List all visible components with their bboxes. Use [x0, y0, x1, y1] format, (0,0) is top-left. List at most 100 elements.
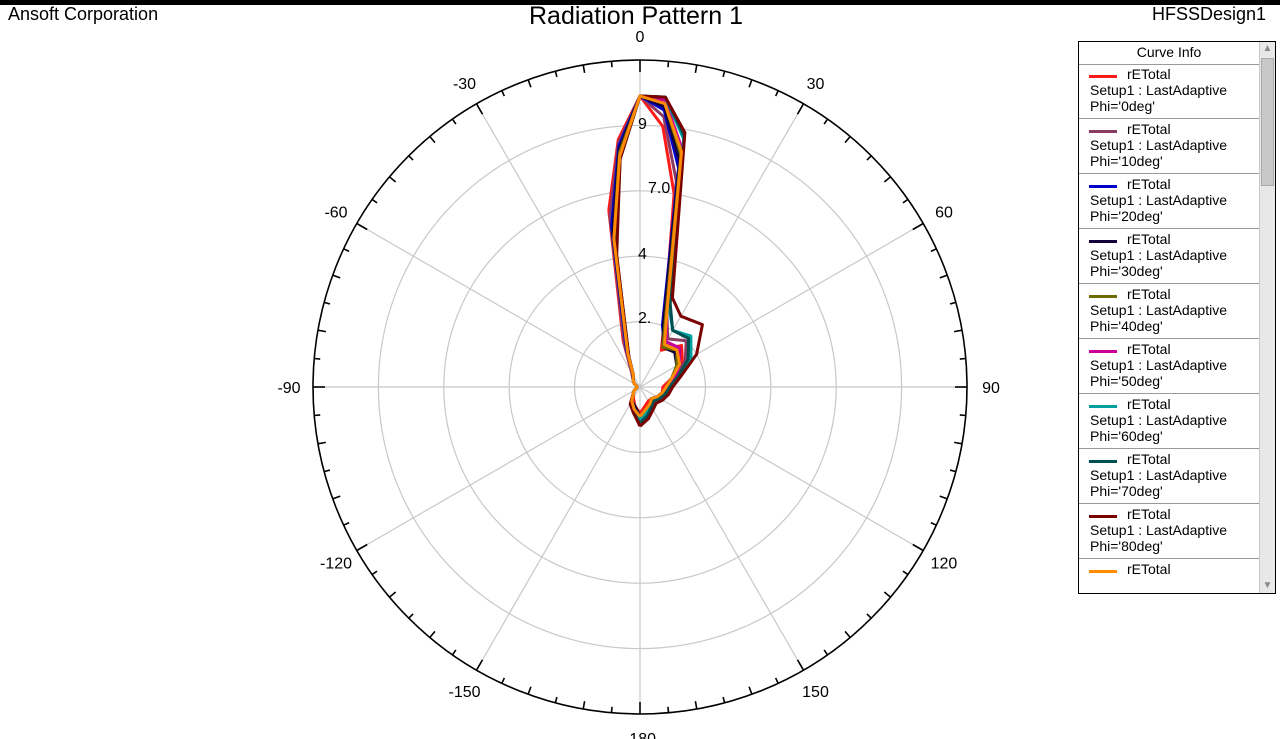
tick-mark — [527, 686, 532, 695]
legend-entry[interactable]: rETotal Setup1 : LastAdaptive Phi='60deg' — [1079, 394, 1259, 449]
legend-entry[interactable]: rETotal Setup1 : LastAdaptive Phi='0deg' — [1079, 64, 1259, 119]
tick-mark — [501, 677, 506, 684]
legend-swatch — [1089, 570, 1117, 573]
legend-phi: Phi='50deg' — [1090, 373, 1163, 389]
tick-mark — [317, 329, 326, 333]
legend-quantity: rETotal — [1127, 66, 1171, 82]
angle-tick-label: -30 — [453, 76, 476, 93]
legend-entry[interactable]: rETotal Setup1 : LastAdaptive Phi='40deg' — [1079, 284, 1259, 339]
series-line — [612, 94, 683, 418]
tick-mark — [939, 495, 948, 500]
tick-mark — [554, 70, 558, 78]
tick-mark — [694, 64, 698, 73]
tick-mark — [722, 696, 726, 704]
legend-phi: Phi='10deg' — [1090, 153, 1163, 169]
tick-mark — [451, 118, 457, 125]
legend-quantity: rETotal — [1127, 121, 1171, 137]
angle-labels: 0 30 60 90 120 150 -180 -150 -120 -90 -60 -30 — [277, 29, 1000, 739]
tick-mark — [912, 222, 924, 231]
tick-mark — [959, 414, 966, 417]
tick-mark — [722, 70, 726, 78]
legend-swatch — [1089, 405, 1117, 408]
grid-spoke — [475, 386, 641, 671]
legend-scrollbar[interactable]: ▲ ▼ — [1259, 42, 1275, 593]
angle-tick-label: 120 — [931, 556, 958, 573]
angle-tick-label: -90 — [277, 380, 300, 397]
legend-entry[interactable]: rETotal Setup1 : LastAdaptive Phi='80deg' — [1079, 504, 1259, 559]
polar-plot[interactable]: 0 30 60 90 120 150 -180 -150 -120 -90 -60 -30 2. 4 7.… — [0, 0, 1070, 739]
design-name-label: HFSSDesign1 — [1151, 4, 1266, 24]
tick-mark — [356, 543, 368, 552]
tick-mark — [323, 469, 331, 473]
series-lines — [607, 94, 704, 428]
tick-mark — [748, 686, 753, 695]
legend-setup: Setup1 : LastAdaptive — [1090, 412, 1227, 428]
legend-list: rETotal Setup1 : LastAdaptive Phi='0deg' rE… — [1079, 64, 1259, 593]
legend-swatch — [1089, 515, 1117, 518]
legend-phi: Phi='40deg' — [1090, 318, 1163, 334]
tick-mark — [554, 696, 558, 704]
grid-spoke — [639, 386, 924, 552]
grid-spoke — [639, 386, 805, 671]
legend-quantity: rETotal — [1127, 561, 1171, 577]
tick-mark — [343, 521, 350, 526]
legend-swatch — [1089, 130, 1117, 133]
tick-mark — [959, 357, 966, 360]
radial-ring-label: 7.0 — [648, 180, 670, 197]
legend-quantity: rETotal — [1127, 286, 1171, 302]
legend-entry[interactable]: rETotal Setup1 : LastAdaptive Phi='10deg' — [1079, 119, 1259, 174]
legend-phi: Phi='20deg' — [1090, 208, 1163, 224]
legend-swatch — [1089, 240, 1117, 243]
tick-mark — [796, 659, 805, 671]
angle-tick-label: 0 — [636, 29, 645, 46]
legend-setup: Setup1 : LastAdaptive — [1090, 137, 1227, 153]
legend-entry[interactable]: rETotal Setup1 : LastAdaptive Phi='50deg' — [1079, 339, 1259, 394]
series-line — [615, 94, 704, 428]
scroll-thumb[interactable] — [1261, 58, 1274, 186]
legend-setup: Setup1 : LastAdaptive — [1090, 302, 1227, 318]
curve-info-legend[interactable]: Curve Info rETotal Setup1 : LastAdaptive P… — [1078, 41, 1276, 594]
legend-setup: Setup1 : LastAdaptive — [1090, 522, 1227, 538]
tick-mark — [475, 659, 484, 671]
tick-mark — [408, 613, 414, 619]
legend-entry[interactable]: rETotal Setup1 : LastAdaptive Phi='20deg' — [1079, 174, 1259, 229]
legend-setup: Setup1 : LastAdaptive — [1090, 192, 1227, 208]
tick-mark — [866, 613, 872, 619]
grid-spoke — [356, 222, 641, 388]
legend-setup: Setup1 : LastAdaptive — [1090, 357, 1227, 373]
tick-mark — [371, 570, 378, 576]
radial-ring-label: 9 — [638, 116, 647, 133]
angle-tick-label: -60 — [324, 205, 347, 222]
angle-tick-label: 90 — [982, 380, 1000, 397]
tick-mark — [954, 329, 963, 333]
tick-mark — [527, 79, 532, 88]
legend-phi: Phi='80deg' — [1090, 538, 1163, 554]
chart-title: Radiation Pattern 1 — [528, 2, 744, 30]
tick-mark — [388, 176, 397, 183]
legend-entry[interactable]: rETotal Setup1 : LastAdaptive Phi='70deg' — [1079, 449, 1259, 504]
legend-phi: Phi='30deg' — [1090, 263, 1163, 279]
legend-phi: Phi='0deg' — [1090, 98, 1155, 114]
legend-quantity: rETotal — [1127, 451, 1171, 467]
angle-tick-label: -150 — [448, 684, 480, 701]
legend-quantity: rETotal — [1127, 396, 1171, 412]
tick-mark — [429, 630, 436, 639]
legend-entry[interactable]: rETotal Setup1 : LastAdaptive Phi='30deg' — [1079, 229, 1259, 284]
radial-ring-label: 2. — [638, 310, 651, 327]
legend-entry[interactable]: rETotal — [1079, 559, 1259, 593]
angle-tick-label: -180 — [624, 731, 656, 739]
radial-ring-label: 4 — [638, 246, 647, 263]
legend-quantity: rETotal — [1127, 176, 1171, 192]
tick-mark — [883, 591, 892, 598]
legend-setup: Setup1 : LastAdaptive — [1090, 467, 1227, 483]
legend-phi: Phi='60deg' — [1090, 428, 1163, 444]
angle-tick-label: -120 — [320, 556, 352, 573]
scroll-up-arrow-icon[interactable]: ▲ — [1262, 43, 1273, 54]
scroll-down-arrow-icon[interactable]: ▼ — [1262, 580, 1273, 591]
legend-setup: Setup1 : LastAdaptive — [1090, 82, 1227, 98]
legend-swatch — [1089, 75, 1117, 78]
company-label: Ansoft Corporation — [8, 4, 159, 24]
tick-mark — [332, 274, 341, 279]
legend-swatch — [1089, 350, 1117, 353]
angle-tick-label: 60 — [935, 205, 953, 222]
